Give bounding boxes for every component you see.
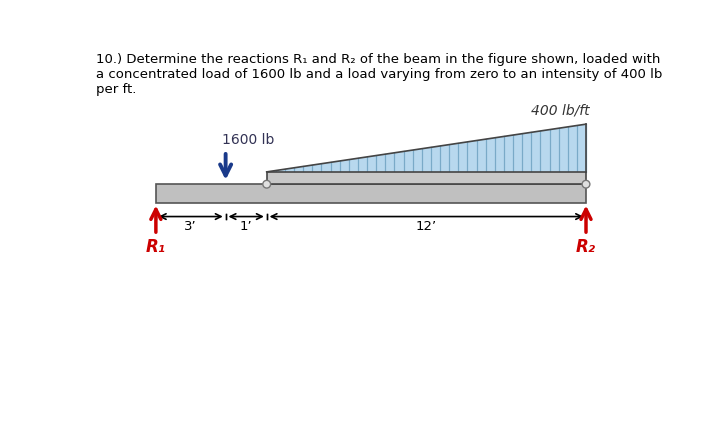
Bar — [156, 184, 586, 203]
Text: R₁: R₁ — [146, 238, 166, 256]
Text: 12’: 12’ — [415, 220, 437, 232]
Text: 1600 lb: 1600 lb — [222, 133, 274, 147]
Bar — [266, 172, 586, 184]
Circle shape — [263, 180, 271, 188]
Text: 10.) Determine the reactions R₁ and R₂ of the beam in the figure shown, loaded w: 10.) Determine the reactions R₁ and R₂ o… — [96, 53, 662, 96]
Polygon shape — [266, 124, 586, 172]
Circle shape — [582, 180, 590, 188]
Text: 3’: 3’ — [184, 220, 197, 232]
Text: R₂: R₂ — [576, 238, 596, 256]
Text: 400 lb/ft: 400 lb/ft — [531, 104, 590, 118]
Text: 1’: 1’ — [240, 220, 253, 232]
